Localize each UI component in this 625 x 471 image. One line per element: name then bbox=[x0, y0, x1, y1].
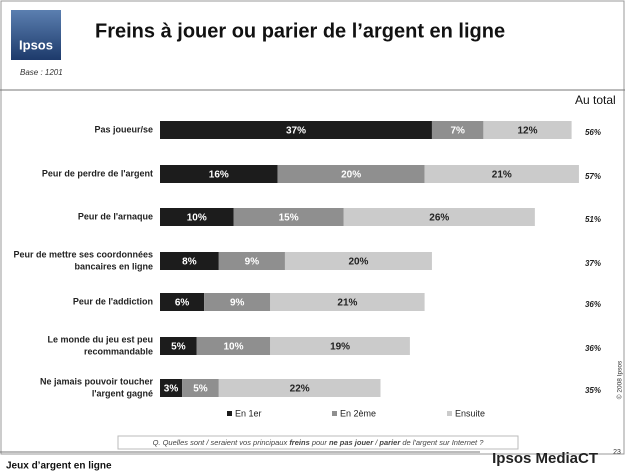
copyright: © 2008 Ipsos bbox=[616, 360, 624, 399]
category-label: Ne jamais pouvoir toucher bbox=[40, 376, 154, 386]
value-label: 37% bbox=[286, 126, 306, 137]
question-part: parier bbox=[378, 438, 401, 447]
legend-label: Ensuite bbox=[455, 408, 485, 418]
value-label: 9% bbox=[245, 257, 260, 268]
total-label: 51% bbox=[585, 215, 601, 224]
question-part: de l'argent sur Internet ? bbox=[400, 438, 484, 447]
value-label: 16% bbox=[209, 170, 229, 181]
legend-label: En 1er bbox=[235, 408, 262, 418]
legend-swatch bbox=[227, 411, 232, 416]
value-label: 15% bbox=[279, 213, 299, 224]
total-label: 37% bbox=[585, 259, 601, 268]
value-label: 7% bbox=[450, 126, 465, 137]
category-label: bancaires en ligne bbox=[74, 261, 153, 271]
question-part: freins bbox=[289, 438, 309, 447]
value-label: 6% bbox=[175, 298, 190, 309]
footer-text: Jeux d’argent en ligne bbox=[6, 461, 112, 471]
category-label: Le monde du jeu est peu bbox=[47, 334, 153, 344]
value-label: 22% bbox=[290, 384, 310, 395]
question-part: ne pas jouer bbox=[329, 438, 374, 447]
category-label: Peur de mettre ses coordonnées bbox=[13, 249, 153, 259]
category-label: recommandable bbox=[84, 346, 153, 356]
value-label: 21% bbox=[492, 170, 512, 181]
value-label: 10% bbox=[223, 342, 243, 353]
value-label: 12% bbox=[517, 126, 537, 137]
category-label: Peur de l'addiction bbox=[73, 296, 153, 306]
value-label: 3% bbox=[164, 384, 179, 395]
chart-title: Freins à jouer ou parier de l’argent en … bbox=[95, 20, 505, 42]
value-label: 20% bbox=[341, 170, 361, 181]
total-label: 36% bbox=[585, 300, 601, 309]
totals-header: Au total bbox=[575, 93, 616, 107]
total-label: 35% bbox=[585, 386, 601, 395]
total-label: 56% bbox=[585, 128, 601, 137]
logo-text: Ipsos bbox=[19, 37, 53, 52]
value-label: 5% bbox=[193, 384, 208, 395]
value-label: 8% bbox=[182, 257, 197, 268]
value-label: 5% bbox=[171, 342, 186, 353]
value-label: 20% bbox=[348, 257, 368, 268]
logo-box bbox=[11, 10, 61, 60]
slide: Ipsos Freins à jouer ou parier de l’arge… bbox=[0, 0, 625, 471]
total-label: 36% bbox=[585, 344, 601, 353]
page-number: 23 bbox=[613, 449, 621, 456]
question-part: Q. Quelles sont / seraient vos principau… bbox=[153, 438, 290, 447]
value-label: 10% bbox=[187, 213, 207, 224]
category-label: Peur de l'arnaque bbox=[78, 211, 153, 221]
question: Q. Quelles sont / seraient vos principau… bbox=[153, 438, 485, 447]
category-label: l'argent gagné bbox=[92, 388, 153, 398]
legend-swatch bbox=[332, 411, 337, 416]
legend-label: En 2ème bbox=[340, 408, 376, 418]
value-label: 26% bbox=[429, 213, 449, 224]
base-text: Base : 1201 bbox=[20, 68, 63, 77]
category-label: Pas joueur/se bbox=[94, 124, 153, 134]
legend-swatch bbox=[447, 411, 452, 416]
value-label: 19% bbox=[330, 342, 350, 353]
brand: Ipsos MediaCT bbox=[492, 450, 598, 467]
value-label: 9% bbox=[230, 298, 245, 309]
question-part: pour bbox=[310, 438, 329, 447]
value-label: 21% bbox=[337, 298, 357, 309]
total-label: 57% bbox=[585, 172, 601, 181]
category-label: Peur de perdre de l'argent bbox=[42, 168, 153, 178]
